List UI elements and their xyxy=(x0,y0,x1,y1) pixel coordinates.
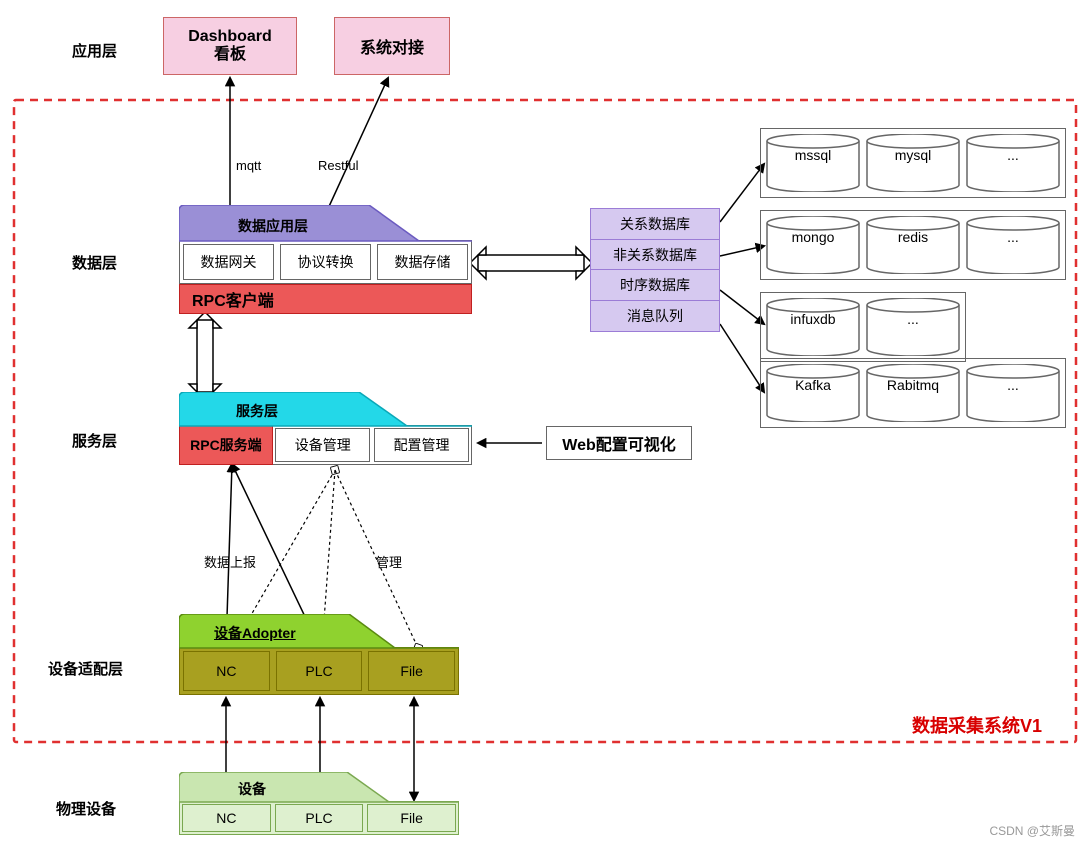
cylinder-icon xyxy=(766,298,860,356)
cylinder-icon xyxy=(866,298,960,356)
cell-storage: 数据存储 xyxy=(377,244,468,280)
cylinder-icon xyxy=(766,216,860,274)
edge-label-manage: 管理 xyxy=(376,552,402,571)
tab-service xyxy=(179,392,472,430)
service-body: RPC服务端 设备管理 配置管理 xyxy=(179,425,472,465)
device-nc: NC xyxy=(182,804,271,832)
adopter-body: NC PLC File xyxy=(179,647,459,695)
adopter-file: File xyxy=(368,651,455,691)
adopter-nc: NC xyxy=(183,651,270,691)
cylinder-icon xyxy=(766,134,860,192)
cylinder-icon xyxy=(866,216,960,274)
tab-device-label: 设备 xyxy=(238,779,266,799)
watermark: CSDN @艾斯曼 xyxy=(989,822,1075,839)
cylinder-label: redis xyxy=(866,229,960,245)
cell-protocol: 协议转换 xyxy=(280,244,371,280)
cylinder-label: ... xyxy=(966,147,1060,163)
cat-tsdb: 时序数据库 xyxy=(590,269,720,301)
cat-relational: 关系数据库 xyxy=(590,208,720,240)
rpc-client: RPC客户端 xyxy=(179,284,472,314)
cylinder-label: mongo xyxy=(766,229,860,245)
cell-gateway: 数据网关 xyxy=(183,244,274,280)
web-config-text: Web配置可视化 xyxy=(562,431,676,455)
data-layer-body: 数据网关 协议转换 数据存储 xyxy=(179,240,472,284)
cylinder-label: Kafka xyxy=(766,377,860,393)
cylinder-icon xyxy=(966,216,1060,274)
tab-data-app xyxy=(179,205,472,245)
tab-adopter-label: 设备Adopter xyxy=(214,623,296,643)
rpc-client-text: RPC客户端 xyxy=(192,287,274,311)
cylinder-icon xyxy=(866,134,960,192)
cylinder-icon xyxy=(866,364,960,422)
tab-data-app-label: 数据应用层 xyxy=(238,216,308,236)
cat-nosql: 非关系数据库 xyxy=(590,239,720,271)
cylinder-label: ... xyxy=(866,311,960,327)
integrate-text: 系统对接 xyxy=(360,34,424,58)
cylinder-label: mssql xyxy=(766,147,860,163)
device-plc: PLC xyxy=(275,804,364,832)
cylinder-icon xyxy=(766,364,860,422)
device-body: NC PLC File xyxy=(179,801,459,835)
edge-label-mqtt: mqtt xyxy=(236,158,261,173)
cylinder-label: infuxdb xyxy=(766,311,860,327)
cylinder-label: mysql xyxy=(866,147,960,163)
cylinder-icon xyxy=(966,364,1060,422)
cylinder-label: Rabitmq xyxy=(866,377,960,393)
cell-config-mgmt: 配置管理 xyxy=(374,428,469,462)
cell-rpc-server: RPC服务端 xyxy=(179,425,274,465)
cell-device-mgmt: 设备管理 xyxy=(275,428,370,462)
web-config: Web配置可视化 xyxy=(546,426,692,460)
cylinder-icon xyxy=(966,134,1060,192)
edge-label-restful: Restful xyxy=(318,158,358,173)
system-title: 数据采集系统V1 xyxy=(912,712,1042,738)
cat-mq: 消息队列 xyxy=(590,300,720,332)
adopter-plc: PLC xyxy=(276,651,363,691)
dashboard-line1: Dashboard xyxy=(188,28,272,46)
device-file: File xyxy=(367,804,456,832)
storage-categories: 关系数据库 非关系数据库 时序数据库 消息队列 xyxy=(590,208,720,332)
box-dashboard: Dashboard 看板 xyxy=(163,17,297,75)
dashboard-line2: 看板 xyxy=(214,46,246,64)
edge-label-report: 数据上报 xyxy=(204,552,256,571)
tab-device xyxy=(179,772,459,806)
cylinder-label: ... xyxy=(966,229,1060,245)
box-integrate: 系统对接 xyxy=(334,17,450,75)
tab-service-label: 服务层 xyxy=(236,401,278,421)
cylinder-label: ... xyxy=(966,377,1060,393)
